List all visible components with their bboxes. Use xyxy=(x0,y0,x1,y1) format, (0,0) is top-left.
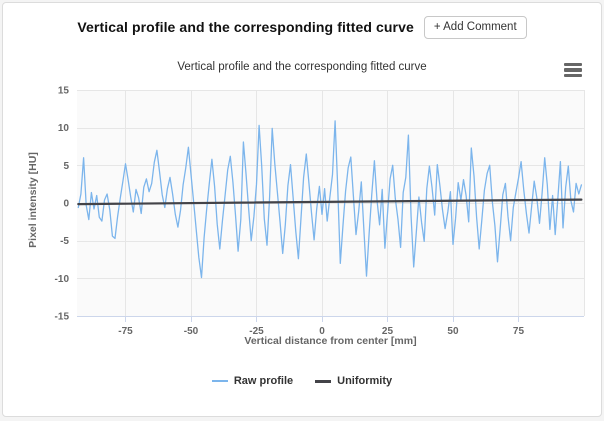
legend: Raw profile Uniformity xyxy=(3,375,601,387)
legend-item-uniformity[interactable]: Uniformity xyxy=(315,375,392,387)
legend-line-raw-icon xyxy=(211,380,228,382)
chart-card: Vertical profile and the corresponding f… xyxy=(2,2,602,417)
x-tick-label: -75 xyxy=(118,326,133,337)
add-comment-button[interactable]: + Add Comment xyxy=(423,16,527,39)
y-tick-label: -5 xyxy=(60,236,69,247)
hamburger-icon xyxy=(564,63,582,67)
x-tick-label: 75 xyxy=(513,326,525,337)
y-tick-label: -15 xyxy=(55,312,70,323)
y-tick-label: 15 xyxy=(58,86,70,97)
y-axis-title: Pixel intensity [HU] xyxy=(27,152,39,248)
legend-line-uniformity-icon xyxy=(315,379,332,383)
page-title: Vertical profile and the corresponding f… xyxy=(77,19,414,36)
y-tick-label: -10 xyxy=(55,274,70,285)
x-tick-label: 0 xyxy=(319,326,325,337)
export-menu-button[interactable] xyxy=(563,62,583,78)
x-tick-label: -25 xyxy=(249,326,264,337)
x-axis-title: Vertical distance from center [mm] xyxy=(244,335,417,347)
y-tick-label: 0 xyxy=(63,199,69,210)
x-tick-label: 50 xyxy=(447,326,459,337)
series-uniformity[interactable] xyxy=(77,198,583,206)
legend-item-raw-profile[interactable]: Raw profile xyxy=(211,375,294,387)
y-tick-label: 10 xyxy=(58,123,70,134)
chart-title: Vertical profile and the corresponding f… xyxy=(177,61,427,73)
card-header: Vertical profile and the corresponding f… xyxy=(3,16,601,39)
y-tick-label: 5 xyxy=(63,161,69,172)
legend-label-uniformity: Uniformity xyxy=(337,375,393,387)
x-tick-label: 25 xyxy=(382,326,394,337)
x-tick-label: -50 xyxy=(184,326,199,337)
legend-label-raw: Raw profile xyxy=(233,375,294,387)
series-raw-profile[interactable] xyxy=(77,120,583,279)
